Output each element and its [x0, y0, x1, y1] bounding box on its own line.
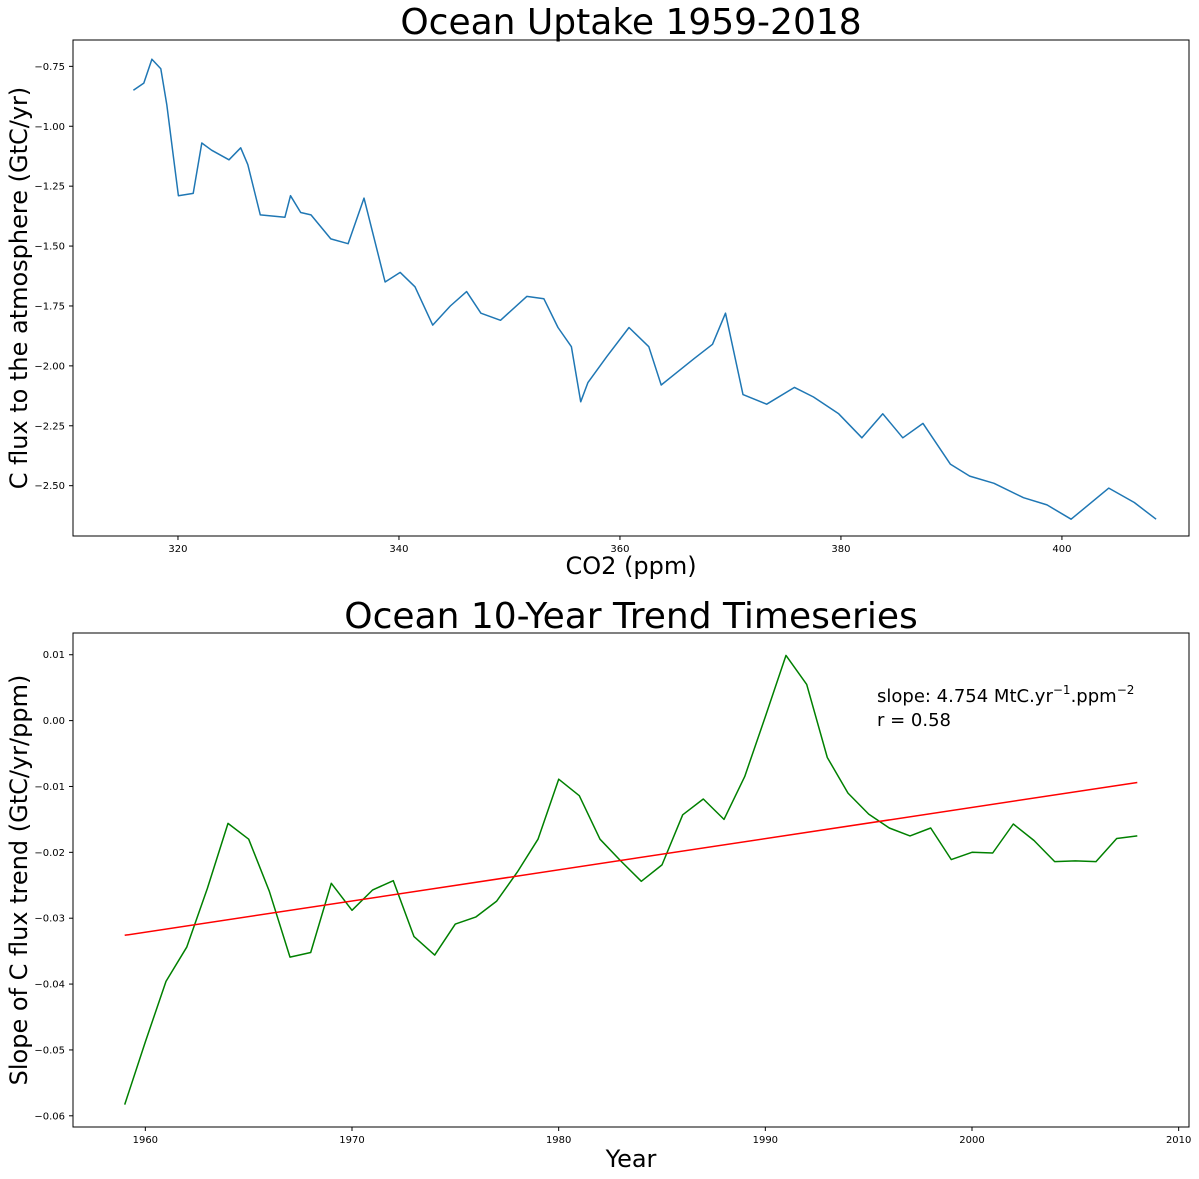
slope-text: slope: 4.754 MtC.yr [877, 686, 1053, 707]
x-axis-label: CO2 (ppm) [565, 552, 696, 580]
y-tick-label: −0.01 [34, 782, 65, 793]
series-line-2 [124, 781, 1138, 937]
y-tick-label: −1.75 [34, 301, 65, 312]
y-tick-label: −2.50 [34, 481, 65, 492]
y-ticks: 0.01 0.00 −0.01 −0.02 −0.03 −0.04 −0.05 −0.06 [34, 650, 73, 1122]
slope-annotation: slope: 4.754 MtC.yr−1.ppm−2 [877, 683, 1134, 707]
plot-frame [72, 632, 1190, 1128]
series-line-1 [132, 58, 1157, 520]
y-tick-label: −1.50 [34, 242, 65, 253]
x-ticks: 1960 1970 1980 1990 2000 2010 [133, 1127, 1191, 1146]
x-tick-label: 360 [610, 544, 629, 555]
x-ticks: 320 340 360 380 400 [168, 536, 1071, 555]
y-axis-label: C flux to the atmosphere (GtC/yr) [5, 87, 33, 490]
y-ticks: −0.75 −1.00 −1.25 −1.50 −1.75 −2.00 −2.25 −2.50 [34, 62, 73, 492]
x-tick-label: 1970 [339, 1135, 364, 1146]
y-tick-label: 0.01 [43, 650, 65, 661]
x-tick-label: 380 [831, 544, 850, 555]
y-tick-label: −2.25 [34, 421, 65, 432]
y-tick-label: −0.02 [34, 848, 65, 859]
y-tick-label: −0.05 [34, 1045, 65, 1056]
y-tick-label: 0.00 [43, 716, 65, 727]
chart-ocean-trend: Ocean 10-Year Trend Timeseries 1960 1970 1… [5, 596, 1191, 1173]
r-annotation: r = 0.58 [877, 710, 951, 731]
slope-exponent-2: −2 [1117, 683, 1135, 697]
chart-title: Ocean 10-Year Trend Timeseries [344, 596, 917, 637]
y-axis-label: Slope of C flux trend (GtC/yr/ppm) [5, 675, 33, 1086]
chart-title: Ocean Uptake 1959-2018 [400, 2, 861, 43]
x-tick-label: 400 [1052, 544, 1071, 555]
y-tick-label: −0.06 [34, 1111, 65, 1122]
y-tick-label: −1.25 [34, 182, 65, 193]
x-tick-label: 1980 [546, 1135, 571, 1146]
y-tick-label: −2.00 [34, 361, 65, 372]
series-group [132, 58, 1157, 520]
plot-frame [72, 39, 1190, 537]
x-tick-label: 2000 [959, 1135, 984, 1146]
y-tick-label: −0.04 [34, 980, 65, 991]
x-tick-label: 340 [389, 544, 408, 555]
x-axis-label: Year [605, 1145, 657, 1173]
y-tick-label: −1.00 [34, 122, 65, 133]
y-tick-label: −0.75 [34, 62, 65, 73]
chart-ocean-uptake: Ocean Uptake 1959-2018 320 340 360 380 400 −… [5, 2, 1190, 580]
x-tick-label: 1990 [753, 1135, 778, 1146]
y-tick-label: −0.03 [34, 914, 65, 925]
x-tick-label: 320 [168, 544, 187, 555]
series-group [123, 654, 1138, 1105]
slope-exponent-1: −1 [1053, 683, 1071, 697]
x-tick-label: 1960 [133, 1135, 158, 1146]
x-tick-label: 2010 [1166, 1135, 1191, 1146]
series-line-1 [123, 654, 1138, 1105]
slope-unit-2: .ppm [1071, 686, 1117, 707]
